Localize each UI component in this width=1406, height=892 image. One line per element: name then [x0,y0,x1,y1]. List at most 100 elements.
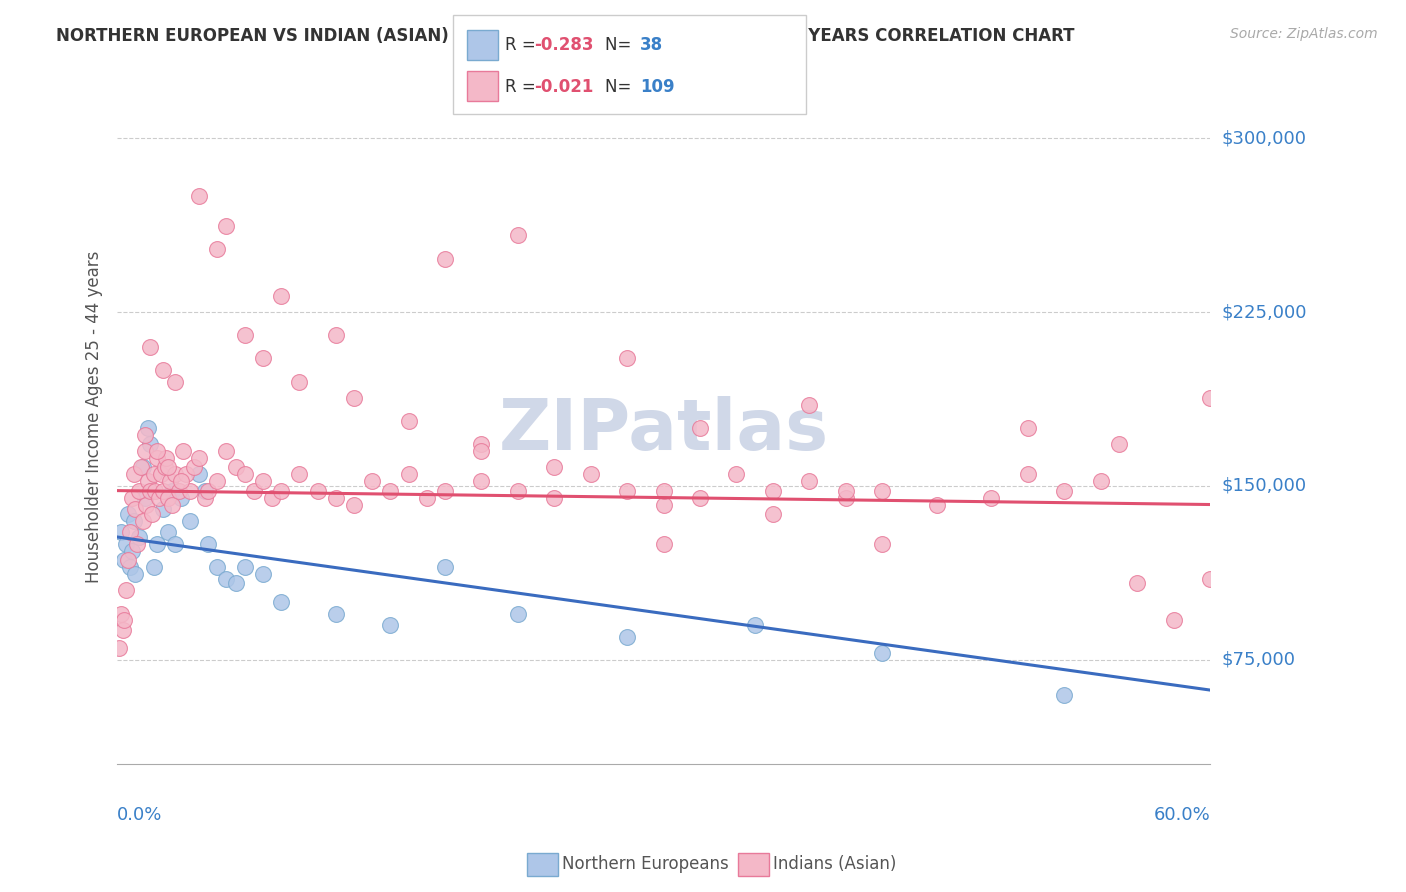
Point [689,421,711,435]
Point [980,491,1002,505]
Point [131,514,153,528]
Point [142,560,165,574]
Point [380,483,402,498]
Point [111,623,134,637]
Point [470,437,492,451]
Point [114,553,136,567]
Point [616,630,638,644]
Point [197,537,219,551]
Text: R =: R = [505,78,541,95]
Point [157,460,180,475]
Point [141,507,163,521]
Text: 109: 109 [640,78,675,95]
Text: Source: ZipAtlas.com: Source: ZipAtlas.com [1230,27,1378,41]
Point [233,467,256,482]
Point [307,483,329,498]
Point [1017,421,1039,435]
Point [233,560,256,574]
Point [157,491,180,505]
Point [159,475,181,489]
Text: NORTHERN EUROPEAN VS INDIAN (ASIAN) HOUSEHOLDER INCOME AGES 25 - 44 YEARS CORREL: NORTHERN EUROPEAN VS INDIAN (ASIAN) HOUS… [56,27,1074,45]
Point [579,467,602,482]
Point [207,243,229,257]
Point [744,618,766,632]
Point [543,491,565,505]
Point [136,475,159,489]
Point [127,537,149,551]
Point [835,491,858,505]
Point [434,483,457,498]
Point [870,646,893,660]
Point [260,491,283,505]
Y-axis label: Householder Income Ages 25 - 44 years: Householder Income Ages 25 - 44 years [86,251,103,582]
Point [194,483,217,498]
Point [157,525,180,540]
Point [124,502,146,516]
Point [139,340,162,354]
Point [146,444,169,458]
Point [616,351,638,366]
Point [118,560,141,574]
Point [188,189,211,203]
Point [1199,391,1222,405]
Point [152,483,174,498]
Point [110,607,132,621]
Point [870,483,893,498]
Point [148,491,170,505]
Point [152,502,174,516]
Point [139,483,162,498]
Point [252,567,274,582]
Point [470,444,492,458]
Point [179,483,201,498]
Point [288,467,311,482]
Point [146,451,169,466]
Point [835,483,858,498]
Point [194,491,217,505]
Point [114,614,136,628]
Point [434,252,457,266]
Point [270,483,292,498]
Point [506,228,529,243]
Text: 38: 38 [640,37,662,54]
Point [153,460,176,475]
Point [225,460,247,475]
Point [215,444,238,458]
Text: N=: N= [605,37,636,54]
Point [233,328,256,343]
Point [207,475,229,489]
Point [139,437,162,451]
Point [165,467,187,482]
Point [115,583,138,598]
Point [343,498,366,512]
Point [122,467,145,482]
Point [325,328,347,343]
Point [128,530,150,544]
Point [170,491,193,505]
Text: Northern Europeans: Northern Europeans [562,855,730,873]
Point [252,475,274,489]
Point [128,483,150,498]
Point [145,483,167,498]
Text: R =: R = [505,37,541,54]
Point [506,607,529,621]
Point [115,537,138,551]
Point [1126,576,1149,591]
Point [1163,614,1185,628]
Point [124,567,146,582]
Point [652,483,675,498]
Point [252,351,274,366]
Point [172,444,194,458]
Point [1017,467,1039,482]
Point [167,483,190,498]
Point [122,514,145,528]
Text: $150,000: $150,000 [1222,477,1306,495]
Point [136,421,159,435]
Point [1108,437,1130,451]
Point [118,525,141,540]
Point [270,595,292,609]
Point [207,560,229,574]
Point [135,498,157,512]
Point [325,607,347,621]
Point [188,451,211,466]
Point [1053,688,1076,702]
